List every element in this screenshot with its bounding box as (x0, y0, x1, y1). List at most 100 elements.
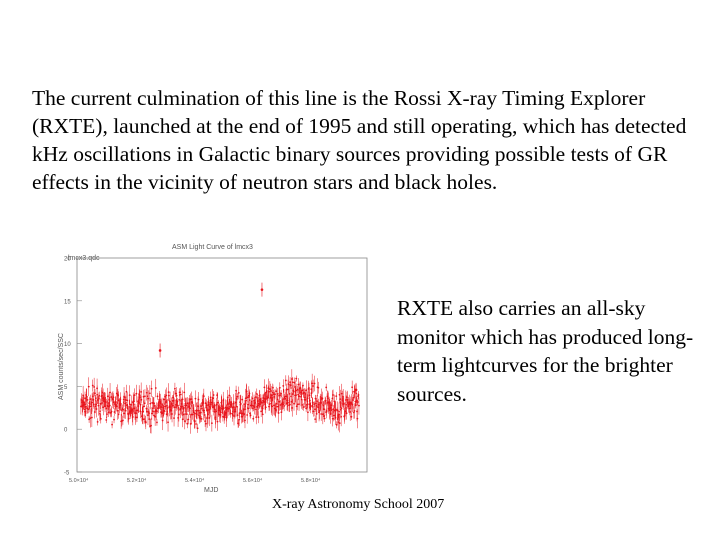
data-point (338, 386, 341, 404)
data-point (194, 409, 196, 418)
data-point (278, 392, 281, 411)
y-tick-label: 10 (64, 342, 71, 348)
y-tick-label: 0 (64, 428, 68, 434)
data-point (356, 408, 359, 429)
data-point (228, 386, 231, 405)
data-point (173, 409, 175, 427)
data-point (107, 403, 110, 410)
data-point (340, 407, 343, 427)
data-point (256, 395, 259, 416)
data-point (208, 409, 211, 427)
data-point (341, 390, 344, 408)
data-point (191, 409, 194, 420)
data-point (293, 377, 296, 388)
data-point (122, 415, 124, 425)
data-points (80, 282, 360, 434)
data-point (285, 387, 288, 405)
x-ticks: 5.0×10⁴ 5.2×10⁴ 5.4×10⁴ 5.6×10⁴ 5.8×10⁴ (69, 477, 321, 484)
data-point (317, 381, 320, 394)
data-point (121, 404, 124, 412)
data-point (144, 389, 146, 404)
data-point (274, 403, 277, 417)
x-tick-label: 5.0×10⁴ (69, 477, 89, 484)
data-point (279, 400, 282, 410)
data-point (271, 396, 274, 417)
data-point (229, 409, 232, 418)
data-point (99, 398, 102, 410)
data-point (332, 389, 334, 401)
data-point (331, 411, 334, 427)
data-point (177, 408, 179, 427)
asm-lightcurve-chart: ASM Light Curve of lmcx3 lmcx3.qdc ASM c… (58, 244, 368, 494)
data-point (285, 383, 288, 396)
data-point (215, 397, 218, 412)
data-point (95, 400, 98, 418)
data-point (216, 412, 219, 431)
data-point (113, 408, 116, 416)
data-point (84, 397, 87, 417)
data-point (171, 405, 173, 423)
data-point (124, 402, 127, 419)
data-point (170, 397, 173, 411)
data-point (353, 403, 356, 419)
data-point (108, 396, 111, 415)
data-point (194, 390, 197, 407)
data-point (358, 396, 360, 415)
data-point (174, 390, 177, 397)
data-point (268, 381, 271, 398)
data-point (302, 403, 305, 411)
data-point (308, 392, 311, 409)
outlier-point (260, 282, 264, 297)
data-point (352, 394, 355, 402)
data-point (195, 419, 197, 429)
data-point (112, 395, 115, 410)
data-point (267, 385, 270, 399)
data-point (135, 403, 137, 423)
data-point (252, 415, 255, 422)
data-point (172, 391, 175, 405)
outlier-point (354, 382, 358, 397)
data-point (189, 398, 191, 418)
data-point (335, 421, 338, 429)
data-point (291, 399, 294, 417)
data-point (279, 391, 281, 399)
data-point (278, 382, 281, 394)
data-point (96, 385, 99, 405)
data-point (276, 388, 279, 400)
data-point (189, 414, 192, 434)
data-point (277, 403, 280, 423)
data-point (176, 401, 179, 410)
data-point (305, 380, 308, 401)
data-point (296, 385, 299, 394)
data-point (117, 391, 120, 410)
data-point (146, 407, 148, 416)
data-point (174, 399, 177, 415)
data-point (239, 394, 242, 414)
data-point (123, 408, 126, 419)
data-point (94, 395, 97, 402)
data-point (185, 397, 188, 413)
data-point (115, 401, 118, 412)
data-point (117, 389, 119, 402)
data-point (323, 401, 326, 417)
data-point (139, 395, 142, 415)
data-point (135, 384, 138, 403)
x-axis-label: MJD (204, 487, 218, 494)
data-point (193, 414, 196, 429)
data-point (119, 396, 122, 411)
data-point (325, 383, 328, 392)
data-point (155, 402, 158, 421)
data-point (248, 391, 251, 409)
data-point (237, 386, 240, 400)
data-point (144, 415, 147, 430)
data-point (116, 401, 119, 420)
data-point (313, 402, 316, 417)
data-point (227, 395, 229, 413)
data-point (110, 406, 113, 417)
data-point (109, 383, 111, 402)
data-point (314, 394, 317, 403)
data-point (268, 397, 271, 411)
data-point (179, 387, 182, 402)
data-point (143, 414, 146, 424)
data-point (104, 397, 107, 408)
